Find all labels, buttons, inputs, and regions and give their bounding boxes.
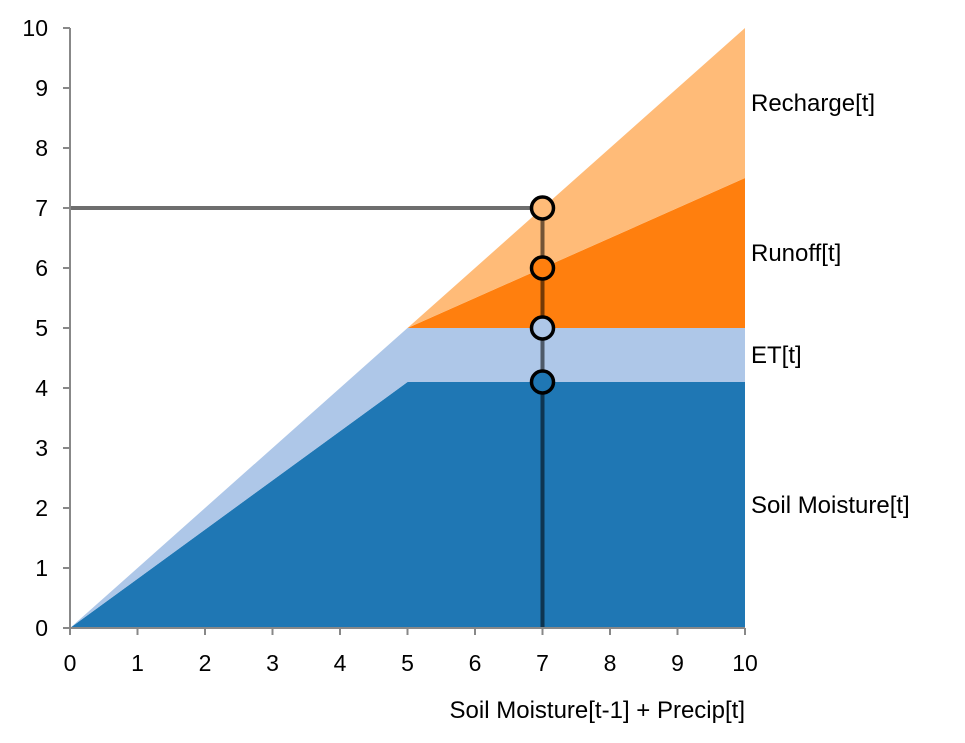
marker-point-1 — [529, 195, 556, 221]
y-tick-label-6: 6 — [35, 255, 48, 281]
x-tick-label-1: 1 — [131, 650, 144, 676]
x-tick-label-9: 9 — [671, 650, 684, 676]
x-tick-label-5: 5 — [401, 650, 414, 676]
band-recharge-t — [70, 28, 745, 628]
y-tick-label-0: 0 — [35, 615, 48, 641]
x-tick-label-6: 6 — [469, 650, 482, 676]
x-tick-label-10: 10 — [732, 650, 758, 676]
y-axis: 0 1 2 3 4 5 6 7 8 9 10 — [22, 15, 71, 641]
band-labels: Soil Moisture[t] ET[t] Runoff[t] Recharge[t… — [751, 90, 910, 519]
y-tick-label-4: 4 — [35, 375, 48, 401]
x-tick-label-3: 3 — [266, 650, 279, 676]
marker-points — [529, 195, 556, 395]
label-recharge-t: Recharge[t] — [751, 90, 875, 117]
y-tick-label-10: 10 — [22, 15, 48, 41]
x-tick-label-8: 8 — [604, 650, 617, 676]
y-tick-label-3: 3 — [35, 435, 48, 461]
label-et-t: ET[t] — [751, 342, 802, 369]
x-tick-label-4: 4 — [334, 650, 347, 676]
band-soil-moisture-t — [70, 382, 745, 628]
band-et-t — [70, 328, 745, 628]
y-tick-label-5: 5 — [35, 315, 48, 341]
y-tick-label-1: 1 — [35, 555, 48, 581]
band-runoff-t — [70, 178, 745, 628]
label-runoff-t: Runoff[t] — [751, 240, 841, 267]
x-axis-title: Soil Moisture[t-1] + Precip[t] — [450, 697, 745, 724]
y-tick-label-7: 7 — [35, 195, 48, 221]
y-tick-label-9: 9 — [35, 75, 48, 101]
x-axis: 0 1 2 3 4 5 6 7 8 9 10 — [64, 627, 758, 676]
x-tick-label-0: 0 — [64, 650, 77, 676]
x-tick-label-2: 2 — [199, 650, 212, 676]
label-soil-moisture-t: Soil Moisture[t] — [751, 492, 910, 519]
marker-point-4 — [529, 369, 556, 395]
marker-point-2 — [529, 255, 556, 281]
area-bands — [70, 28, 745, 628]
y-tick-label-2: 2 — [35, 495, 48, 521]
marker-point-3 — [529, 315, 556, 341]
x-tick-label-7: 7 — [536, 650, 549, 676]
y-tick-label-8: 8 — [35, 135, 48, 161]
